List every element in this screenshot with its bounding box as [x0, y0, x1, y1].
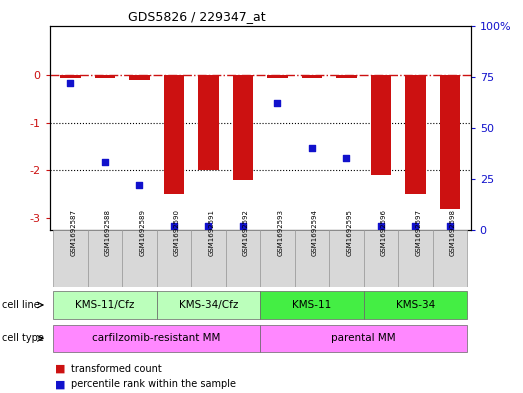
Bar	[267, 75, 288, 78]
Text: GDS5826 / 229347_at: GDS5826 / 229347_at	[128, 10, 266, 23]
Bar	[129, 75, 150, 80]
Text: parental MM: parental MM	[332, 333, 396, 343]
Bar	[363, 291, 467, 319]
Bar	[88, 230, 122, 287]
Text: GSM1692587: GSM1692587	[71, 209, 76, 256]
Bar	[260, 325, 467, 352]
Text: GSM1692591: GSM1692591	[209, 209, 214, 256]
Bar	[198, 75, 219, 171]
Bar	[405, 75, 426, 194]
Bar	[157, 291, 260, 319]
Text: GSM1692594: GSM1692594	[312, 209, 318, 256]
Bar	[157, 230, 191, 287]
Text: ■: ■	[55, 379, 65, 389]
Text: cell type: cell type	[2, 333, 43, 343]
Text: GSM1692588: GSM1692588	[105, 209, 111, 256]
Text: GSM1692593: GSM1692593	[277, 209, 283, 256]
Text: ■: ■	[55, 364, 65, 374]
Text: carfilzomib-resistant MM: carfilzomib-resistant MM	[93, 333, 221, 343]
Text: KMS-11: KMS-11	[292, 300, 332, 310]
Point	[170, 223, 178, 229]
Bar	[60, 75, 81, 78]
Text: GSM1692595: GSM1692595	[346, 209, 353, 256]
Text: transformed count: transformed count	[71, 364, 162, 374]
Bar	[53, 291, 157, 319]
Bar	[440, 75, 460, 209]
Text: KMS-34: KMS-34	[396, 300, 435, 310]
Point	[204, 223, 213, 229]
Point	[377, 223, 385, 229]
Point	[411, 223, 419, 229]
Point	[273, 100, 281, 107]
Bar	[191, 230, 226, 287]
Bar	[433, 230, 467, 287]
Bar	[164, 75, 184, 194]
Text: GSM1692590: GSM1692590	[174, 209, 180, 256]
Bar	[336, 75, 357, 78]
Bar	[302, 75, 322, 78]
Bar	[294, 230, 329, 287]
Text: GSM1692592: GSM1692592	[243, 209, 249, 256]
Bar	[95, 75, 115, 78]
Text: KMS-34/Cfz: KMS-34/Cfz	[179, 300, 238, 310]
Point	[66, 80, 75, 86]
Text: GSM1692589: GSM1692589	[140, 209, 145, 256]
Bar	[260, 230, 294, 287]
Text: cell line: cell line	[2, 300, 39, 310]
Bar	[398, 230, 433, 287]
Point	[239, 223, 247, 229]
Text: GSM1692598: GSM1692598	[450, 209, 456, 256]
Text: GSM1692596: GSM1692596	[381, 209, 387, 256]
Point	[308, 145, 316, 151]
Point	[135, 182, 144, 188]
Bar	[260, 291, 363, 319]
Bar	[53, 325, 260, 352]
Bar	[53, 230, 88, 287]
Text: percentile rank within the sample: percentile rank within the sample	[71, 379, 235, 389]
Point	[446, 223, 454, 229]
Text: KMS-11/Cfz: KMS-11/Cfz	[75, 300, 134, 310]
Bar	[329, 230, 363, 287]
Point	[342, 155, 350, 162]
Bar	[371, 75, 391, 175]
Point	[101, 159, 109, 165]
Bar	[122, 230, 157, 287]
Text: GSM1692597: GSM1692597	[415, 209, 422, 256]
Bar	[363, 230, 398, 287]
Bar	[226, 230, 260, 287]
Bar	[233, 75, 253, 180]
